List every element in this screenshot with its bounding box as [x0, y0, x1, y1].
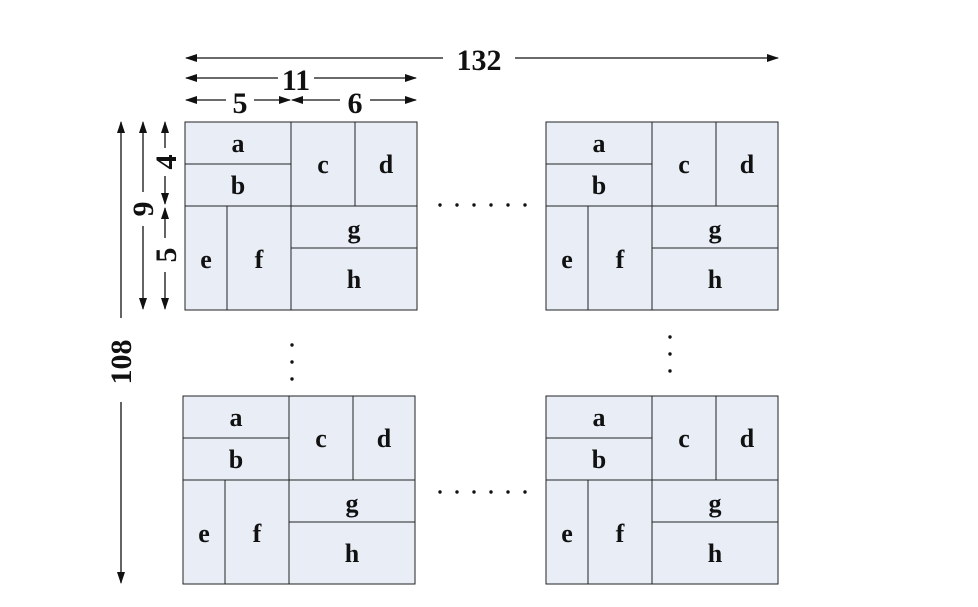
cell-g	[651, 479, 779, 523]
cell-b	[184, 163, 292, 207]
cell-label-g: g	[346, 489, 359, 518]
cell-label-f: f	[253, 519, 262, 548]
cell-d	[715, 121, 779, 207]
block-width-label: 11	[282, 64, 310, 97]
block-top-right: ab c d e f gh	[545, 121, 779, 311]
cell-a	[182, 395, 290, 439]
block-top-left: ab c d e f gh	[184, 121, 418, 311]
total-width-label: 132	[457, 44, 502, 77]
dimension-total-height: 108	[105, 121, 138, 584]
cell-label-b: b	[229, 445, 243, 474]
total-height-label: 108	[105, 340, 138, 385]
cell-label-d: d	[377, 424, 392, 453]
vertical-ellipsis-left	[290, 343, 294, 381]
cell-label-h: h	[347, 265, 362, 294]
horizontal-ellipsis-top	[438, 203, 527, 207]
dimension-block-width: 11	[185, 64, 417, 97]
cell-label-f: f	[255, 245, 264, 274]
cell-label-e: e	[561, 519, 573, 548]
cell-g	[288, 479, 416, 523]
cell-e	[545, 205, 589, 311]
horizontal-ellipsis-bottom	[438, 490, 527, 494]
cell-label-b: b	[592, 171, 606, 200]
cell-f	[587, 205, 653, 311]
block-bottom-left: ab c d e f gh	[182, 395, 416, 585]
cell-e	[184, 205, 228, 311]
cell-e	[182, 479, 226, 585]
cell-label-a: a	[593, 403, 606, 432]
cell-label-c: c	[317, 150, 329, 179]
cell-label-c: c	[678, 424, 690, 453]
cell-c	[651, 395, 717, 481]
cell-label-a: a	[593, 129, 606, 158]
cell-label-c: c	[315, 424, 327, 453]
block-bottom-right: ab c d e f gh	[545, 395, 779, 585]
cell-d	[715, 395, 779, 481]
dimension-right-part-width: 6	[291, 87, 417, 120]
block-height-label: 9	[127, 202, 160, 217]
cell-label-d: d	[379, 150, 394, 179]
cell-label-e: e	[561, 245, 573, 274]
dimension-left-part-width: 5	[185, 87, 291, 120]
cell-d	[352, 395, 416, 481]
cell-h	[288, 521, 416, 585]
cell-b	[182, 437, 290, 481]
cell-label-d: d	[740, 424, 755, 453]
cell-d	[354, 121, 418, 207]
cell-label-a: a	[230, 403, 243, 432]
cell-label-c: c	[678, 150, 690, 179]
cell-label-f: f	[616, 519, 625, 548]
cell-a	[545, 395, 653, 439]
cell-label-b: b	[592, 445, 606, 474]
cell-label-g: g	[709, 215, 722, 244]
cell-a	[184, 121, 292, 165]
cell-f	[224, 479, 290, 585]
cell-e	[545, 479, 589, 585]
cell-h	[651, 521, 779, 585]
cell-label-h: h	[708, 539, 723, 568]
cell-label-g: g	[348, 215, 361, 244]
cell-label-d: d	[740, 150, 755, 179]
cell-b	[545, 163, 653, 207]
cell-label-h: h	[708, 265, 723, 294]
cell-h	[290, 247, 418, 311]
vertical-ellipsis-right	[668, 335, 672, 373]
cell-label-g: g	[709, 489, 722, 518]
cell-f	[226, 205, 292, 311]
cell-label-b: b	[231, 171, 245, 200]
cell-c	[288, 395, 354, 481]
cell-h	[651, 247, 779, 311]
dimension-block-height: 9	[127, 121, 160, 310]
dimension-upper-part-height: 4	[150, 121, 183, 205]
cell-label-e: e	[200, 245, 212, 274]
upper-part-height-label: 4	[150, 155, 183, 170]
lower-part-height-label: 5	[150, 248, 183, 263]
cell-label-a: a	[232, 129, 245, 158]
left-part-width-label: 5	[233, 87, 248, 120]
cell-c	[290, 121, 356, 207]
dimension-total-width: 132	[185, 44, 779, 77]
cell-label-e: e	[198, 519, 210, 548]
cell-label-f: f	[616, 245, 625, 274]
dimension-lower-part-height: 5	[150, 207, 183, 310]
cell-label-h: h	[345, 539, 360, 568]
right-part-width-label: 6	[348, 87, 363, 120]
